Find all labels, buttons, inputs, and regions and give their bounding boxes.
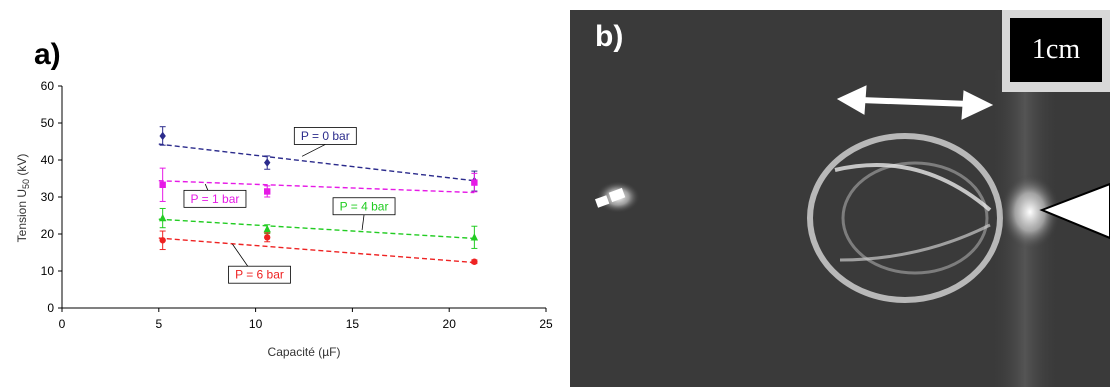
data-point <box>159 181 166 188</box>
panel-a-label: a) <box>34 38 61 71</box>
annotation-arrow <box>361 214 365 230</box>
x-tick-label: 25 <box>539 317 553 331</box>
photo-drawing <box>594 70 1110 387</box>
discharge-filament <box>834 163 992 212</box>
series-1: P = 1 bar <box>158 167 478 208</box>
series-label-box <box>183 189 247 208</box>
x-tick-label: 20 <box>443 317 457 331</box>
data-point <box>264 234 271 241</box>
double-arrow <box>836 85 994 120</box>
y-tick-label: 50 <box>41 116 55 130</box>
series-3: P = 6 bar <box>158 230 478 284</box>
y-tick-label: 40 <box>41 153 55 167</box>
series-label-box <box>332 197 396 216</box>
left-electrode-spot <box>608 187 626 203</box>
data-point <box>263 224 271 233</box>
series-label: P = 0 bar <box>301 129 350 143</box>
data-point <box>470 233 479 241</box>
x-tick-label: 0 <box>59 317 66 331</box>
series-label-box <box>293 127 357 145</box>
electrode-glow <box>1000 174 1060 250</box>
series-label-box <box>228 265 291 284</box>
y-axis-label: Tension U50 (kV) <box>15 154 31 243</box>
data-point <box>158 213 167 222</box>
x-tick-label: 5 <box>155 317 162 331</box>
y-tick-label: 60 <box>41 79 55 93</box>
data-point <box>471 258 478 265</box>
data-point <box>471 179 478 186</box>
y-tick-label: 20 <box>41 227 55 241</box>
series-label: P = 6 bar <box>235 268 284 282</box>
discharge-bubble <box>807 133 1003 303</box>
data-point <box>159 237 166 244</box>
data-point <box>264 188 271 195</box>
scale-bar-label: 1cm <box>1010 18 1102 82</box>
x-axis-label: Capacité (µF) <box>268 345 341 359</box>
chart-axes: 0 5 10 15 20 25 0 10 20 30 40 50 60 <box>41 79 553 331</box>
data-point <box>264 158 271 167</box>
fit-line <box>158 143 475 182</box>
y-tick-label: 10 <box>41 264 55 278</box>
series-2: P = 4 bar <box>158 197 479 249</box>
discharge-filament-lower <box>839 223 991 262</box>
panel-b-label: b) <box>595 20 624 53</box>
series-label: P = 4 bar <box>340 199 389 213</box>
scale-bar: 1cm <box>1002 10 1110 92</box>
chart-a: 0 5 10 15 20 25 0 10 20 30 40 50 60 P = 0 bar P = 1 b… <box>15 79 553 359</box>
discharge-bubble-inner <box>841 161 989 275</box>
x-tick-label: 10 <box>249 317 263 331</box>
electrode-tip-icon <box>1039 182 1110 240</box>
series-0: P = 0 bar <box>158 126 478 192</box>
left-electrode-spot-2 <box>594 195 610 208</box>
fit-line <box>158 218 475 240</box>
data-point <box>159 131 166 141</box>
y-tick-label: 30 <box>41 190 55 204</box>
series-label: P = 1 bar <box>191 192 240 206</box>
x-tick-label: 15 <box>346 317 360 331</box>
fit-line <box>158 180 475 194</box>
annotation-arrow <box>301 144 326 157</box>
photo-b: b) 1cm <box>570 10 1110 387</box>
y-tick-label: 0 <box>47 301 54 315</box>
fit-line <box>158 237 475 264</box>
chart-series-layer: P = 0 bar P = 1 bar P = 4 bar P = 6 bar <box>158 126 479 284</box>
